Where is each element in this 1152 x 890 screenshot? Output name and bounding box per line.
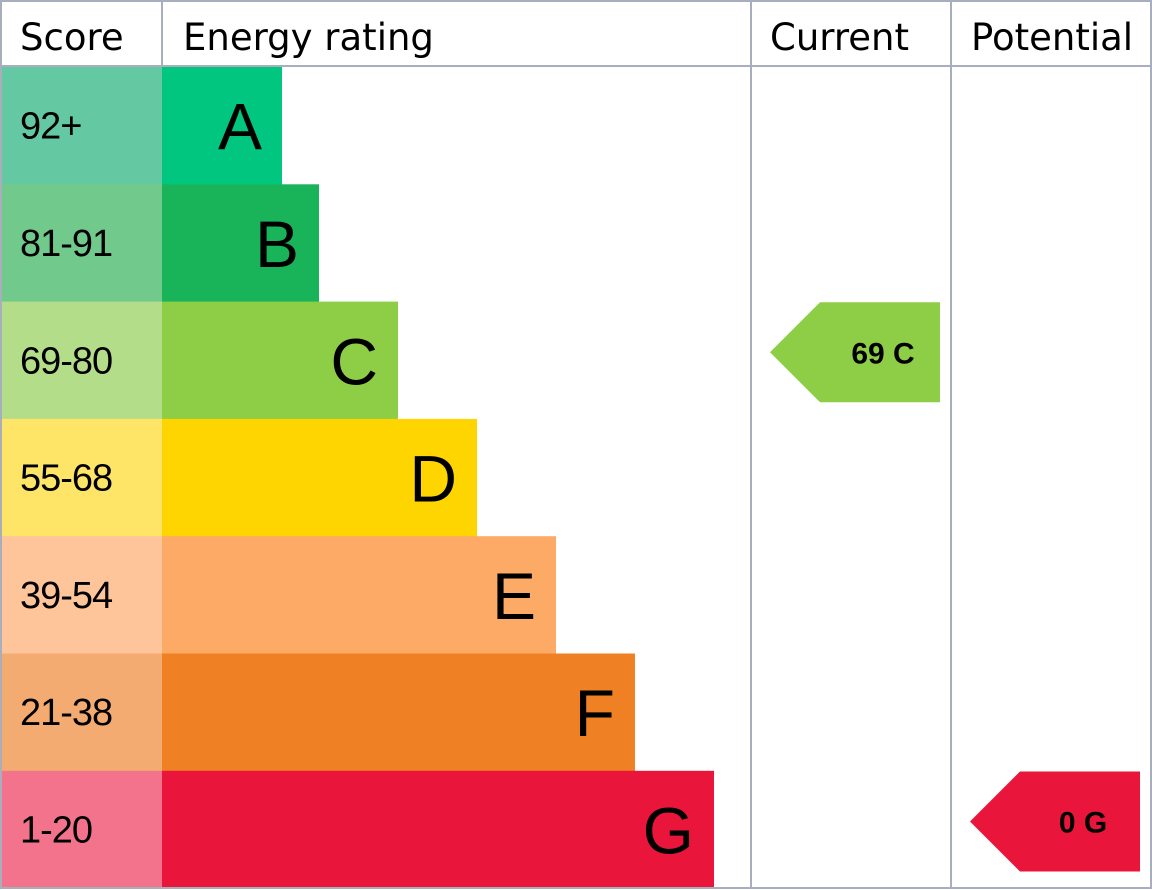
header-score: Score [20, 16, 124, 59]
rating-letter-f: F [575, 676, 615, 750]
score-range-b: 81-91 [20, 223, 112, 265]
score-cell-e [2, 536, 162, 654]
score-cell-f [2, 653, 162, 772]
score-range-c: 69-80 [20, 340, 112, 382]
header-potential: Potential [971, 16, 1133, 59]
rating-bar-c [162, 301, 398, 420]
score-range-d: 55-68 [20, 458, 112, 500]
score-range-g: 1-20 [20, 809, 92, 851]
rating-bar-f [162, 653, 635, 772]
rating-letter-b: B [255, 207, 299, 281]
rating-letter-a: A [218, 90, 262, 164]
potential-rating-arrow [970, 771, 1140, 872]
score-cell-g [2, 770, 162, 889]
header-current: Current [770, 16, 909, 59]
current-rating-label: 69 C [851, 337, 914, 370]
potential-rating-label: 0 G [1059, 806, 1107, 839]
score-cell-b [2, 184, 162, 303]
rating-bar-g [162, 770, 714, 889]
rating-bar-a [162, 67, 282, 185]
rating-arrows: 69 C 0 G [770, 302, 1140, 872]
rating-bands: 92+ A 81-91 B 69-80 C 55-68 D 39-54 E 21-38 F 1-20 G [2, 67, 714, 889]
rating-bar-e [162, 536, 556, 654]
score-cell-c [2, 301, 162, 420]
score-range-a: 92+ [20, 106, 81, 148]
header-energy-rating: Energy rating [183, 16, 434, 59]
score-range-e: 39-54 [20, 575, 113, 617]
rating-letter-c: C [330, 324, 378, 398]
rating-bar-d [162, 418, 477, 537]
rating-letter-d: D [409, 442, 457, 516]
score-cell-d [2, 418, 162, 537]
rating-bar-b [162, 184, 319, 303]
current-rating-arrow [770, 302, 940, 403]
score-cell-a [2, 67, 162, 185]
rating-letter-g: G [643, 793, 694, 867]
rating-letter-e: E [492, 559, 536, 633]
score-range-f: 21-38 [20, 692, 112, 734]
